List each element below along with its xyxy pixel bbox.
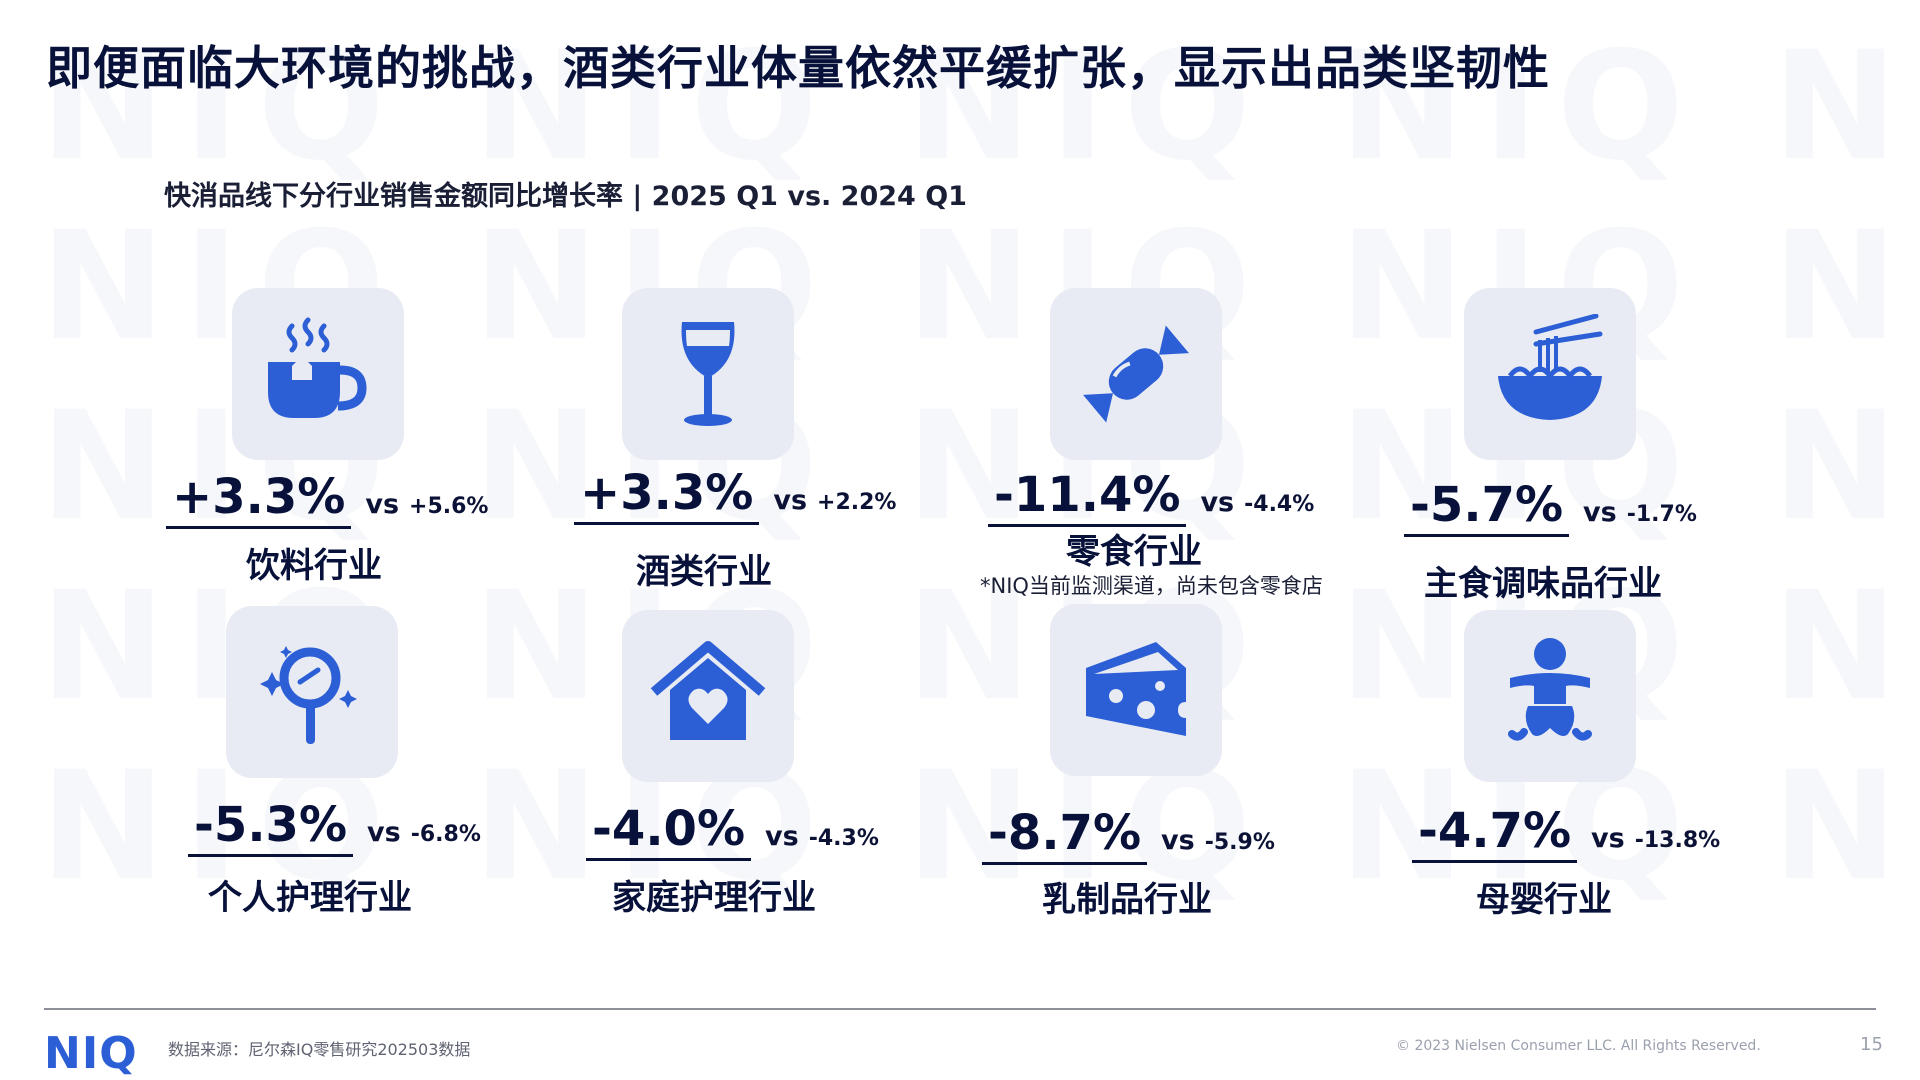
category-label: 母婴行业 — [1476, 880, 1612, 920]
footnote: *NIQ当前监测渠道，尚未包含零食店 — [980, 574, 1323, 598]
prior-growth-value: -1.7% — [1626, 502, 1697, 527]
vs-text: vs — [1200, 487, 1235, 518]
growth-value: -4.0% — [586, 800, 752, 861]
vs-text: vs — [1583, 497, 1617, 528]
wine-glass-icon — [622, 288, 794, 460]
prior-growth-value: -4.3% — [808, 826, 879, 851]
cheese-icon — [1050, 604, 1222, 776]
growth-value: -5.7% — [1404, 476, 1570, 537]
house-heart-icon — [622, 610, 794, 782]
growth-value: +3.3% — [574, 464, 760, 525]
vs-text: vs — [773, 485, 808, 516]
category-label: 主食调味品行业 — [1424, 564, 1662, 604]
growth-value: -11.4% — [988, 466, 1187, 527]
growth-value: -4.7% — [1412, 802, 1578, 863]
prior-growth-value: +2.2% — [817, 490, 897, 515]
vs-text: vs — [367, 817, 401, 848]
vs-text: vs — [1591, 823, 1625, 854]
copyright: © 2023 Nielsen Consumer LLC. All Rights … — [1396, 1038, 1761, 1054]
category-label: 饮料行业 — [246, 546, 382, 586]
growth-value: +3.3% — [166, 468, 352, 529]
prior-growth-value: -4.4% — [1244, 492, 1315, 517]
noodle-bowl-icon — [1464, 288, 1636, 460]
category-label: 酒类行业 — [636, 552, 772, 592]
chart-subtitle: 快消品线下分行业销售金额同比增长率 | 2025 Q1 vs. 2024 Q1 — [164, 181, 967, 212]
vs-text: vs — [765, 821, 799, 852]
niq-logo: NIQ — [44, 1028, 138, 1079]
vs-text: vs — [365, 489, 400, 520]
cleaning-brush-icon — [226, 606, 398, 778]
candy-icon — [1050, 288, 1222, 460]
prior-growth-value: -6.8% — [410, 822, 481, 847]
page-number: 15 — [1860, 1034, 1883, 1055]
vs-text: vs — [1161, 825, 1195, 856]
growth-value: -5.3% — [188, 796, 354, 857]
prior-growth-value: -5.9% — [1204, 830, 1275, 855]
prior-growth-value: -13.8% — [1634, 828, 1721, 853]
footer-divider — [44, 1008, 1876, 1010]
prior-growth-value: +5.6% — [409, 494, 489, 519]
category-label: 乳制品行业 — [1042, 880, 1212, 920]
category-label: 家庭护理行业 — [612, 878, 816, 918]
category-label: 零食行业 — [1066, 532, 1202, 572]
page-title: 即便面临大环境的挑战，酒类行业体量依然平缓扩张，显示出品类坚韧性 — [46, 41, 1550, 95]
coffee-cup-icon — [232, 288, 404, 460]
data-source: 数据来源：尼尔森IQ零售研究202503数据 — [168, 1040, 471, 1059]
baby-icon — [1464, 610, 1636, 782]
category-label: 个人护理行业 — [208, 878, 412, 918]
growth-value: -8.7% — [982, 804, 1148, 865]
